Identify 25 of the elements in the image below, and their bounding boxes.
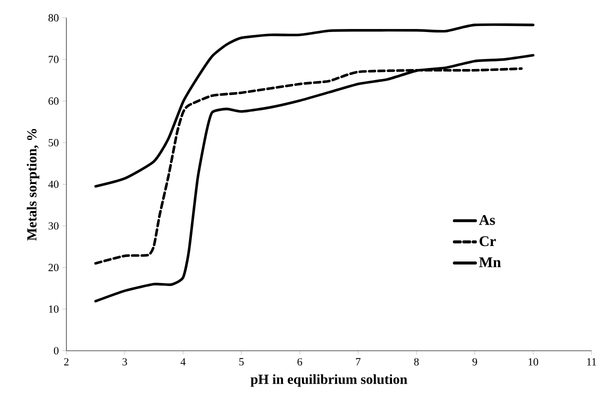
x-tick-label: 3	[122, 358, 128, 366]
x-tick-label: 6	[298, 358, 302, 366]
y-tick-label: 70	[48, 56, 59, 64]
y-tick-label: 50	[48, 138, 59, 146]
x-tick-label: 9	[472, 358, 478, 366]
x-axis-title: pH in equilibrium solution	[250, 374, 408, 387]
y-tick-label: 20	[48, 264, 59, 272]
y-axis-title: Metals sorption, %	[26, 128, 40, 241]
y-tick-label: 40	[48, 180, 59, 188]
x-tick-label: 2	[64, 358, 68, 366]
y-tick-label: 80	[48, 14, 59, 22]
legend-label: Mn	[479, 257, 501, 267]
x-tick-label: 4	[180, 358, 186, 366]
y-tick-label: 30	[48, 222, 59, 230]
x-tick-label: 7	[356, 358, 361, 366]
y-tick-label: 0	[54, 346, 59, 354]
x-tick-label: 11	[587, 358, 596, 366]
x-tick-label: 8	[414, 358, 419, 366]
x-tick-label: 10	[528, 358, 538, 366]
y-tick-label: 10	[49, 305, 59, 313]
x-tick-label: 5	[239, 358, 244, 366]
legend-label: Cr	[480, 236, 496, 246]
y-tick-label: 60	[48, 97, 59, 105]
legend-label: As	[479, 214, 495, 225]
line-series	[94, 54, 534, 302]
